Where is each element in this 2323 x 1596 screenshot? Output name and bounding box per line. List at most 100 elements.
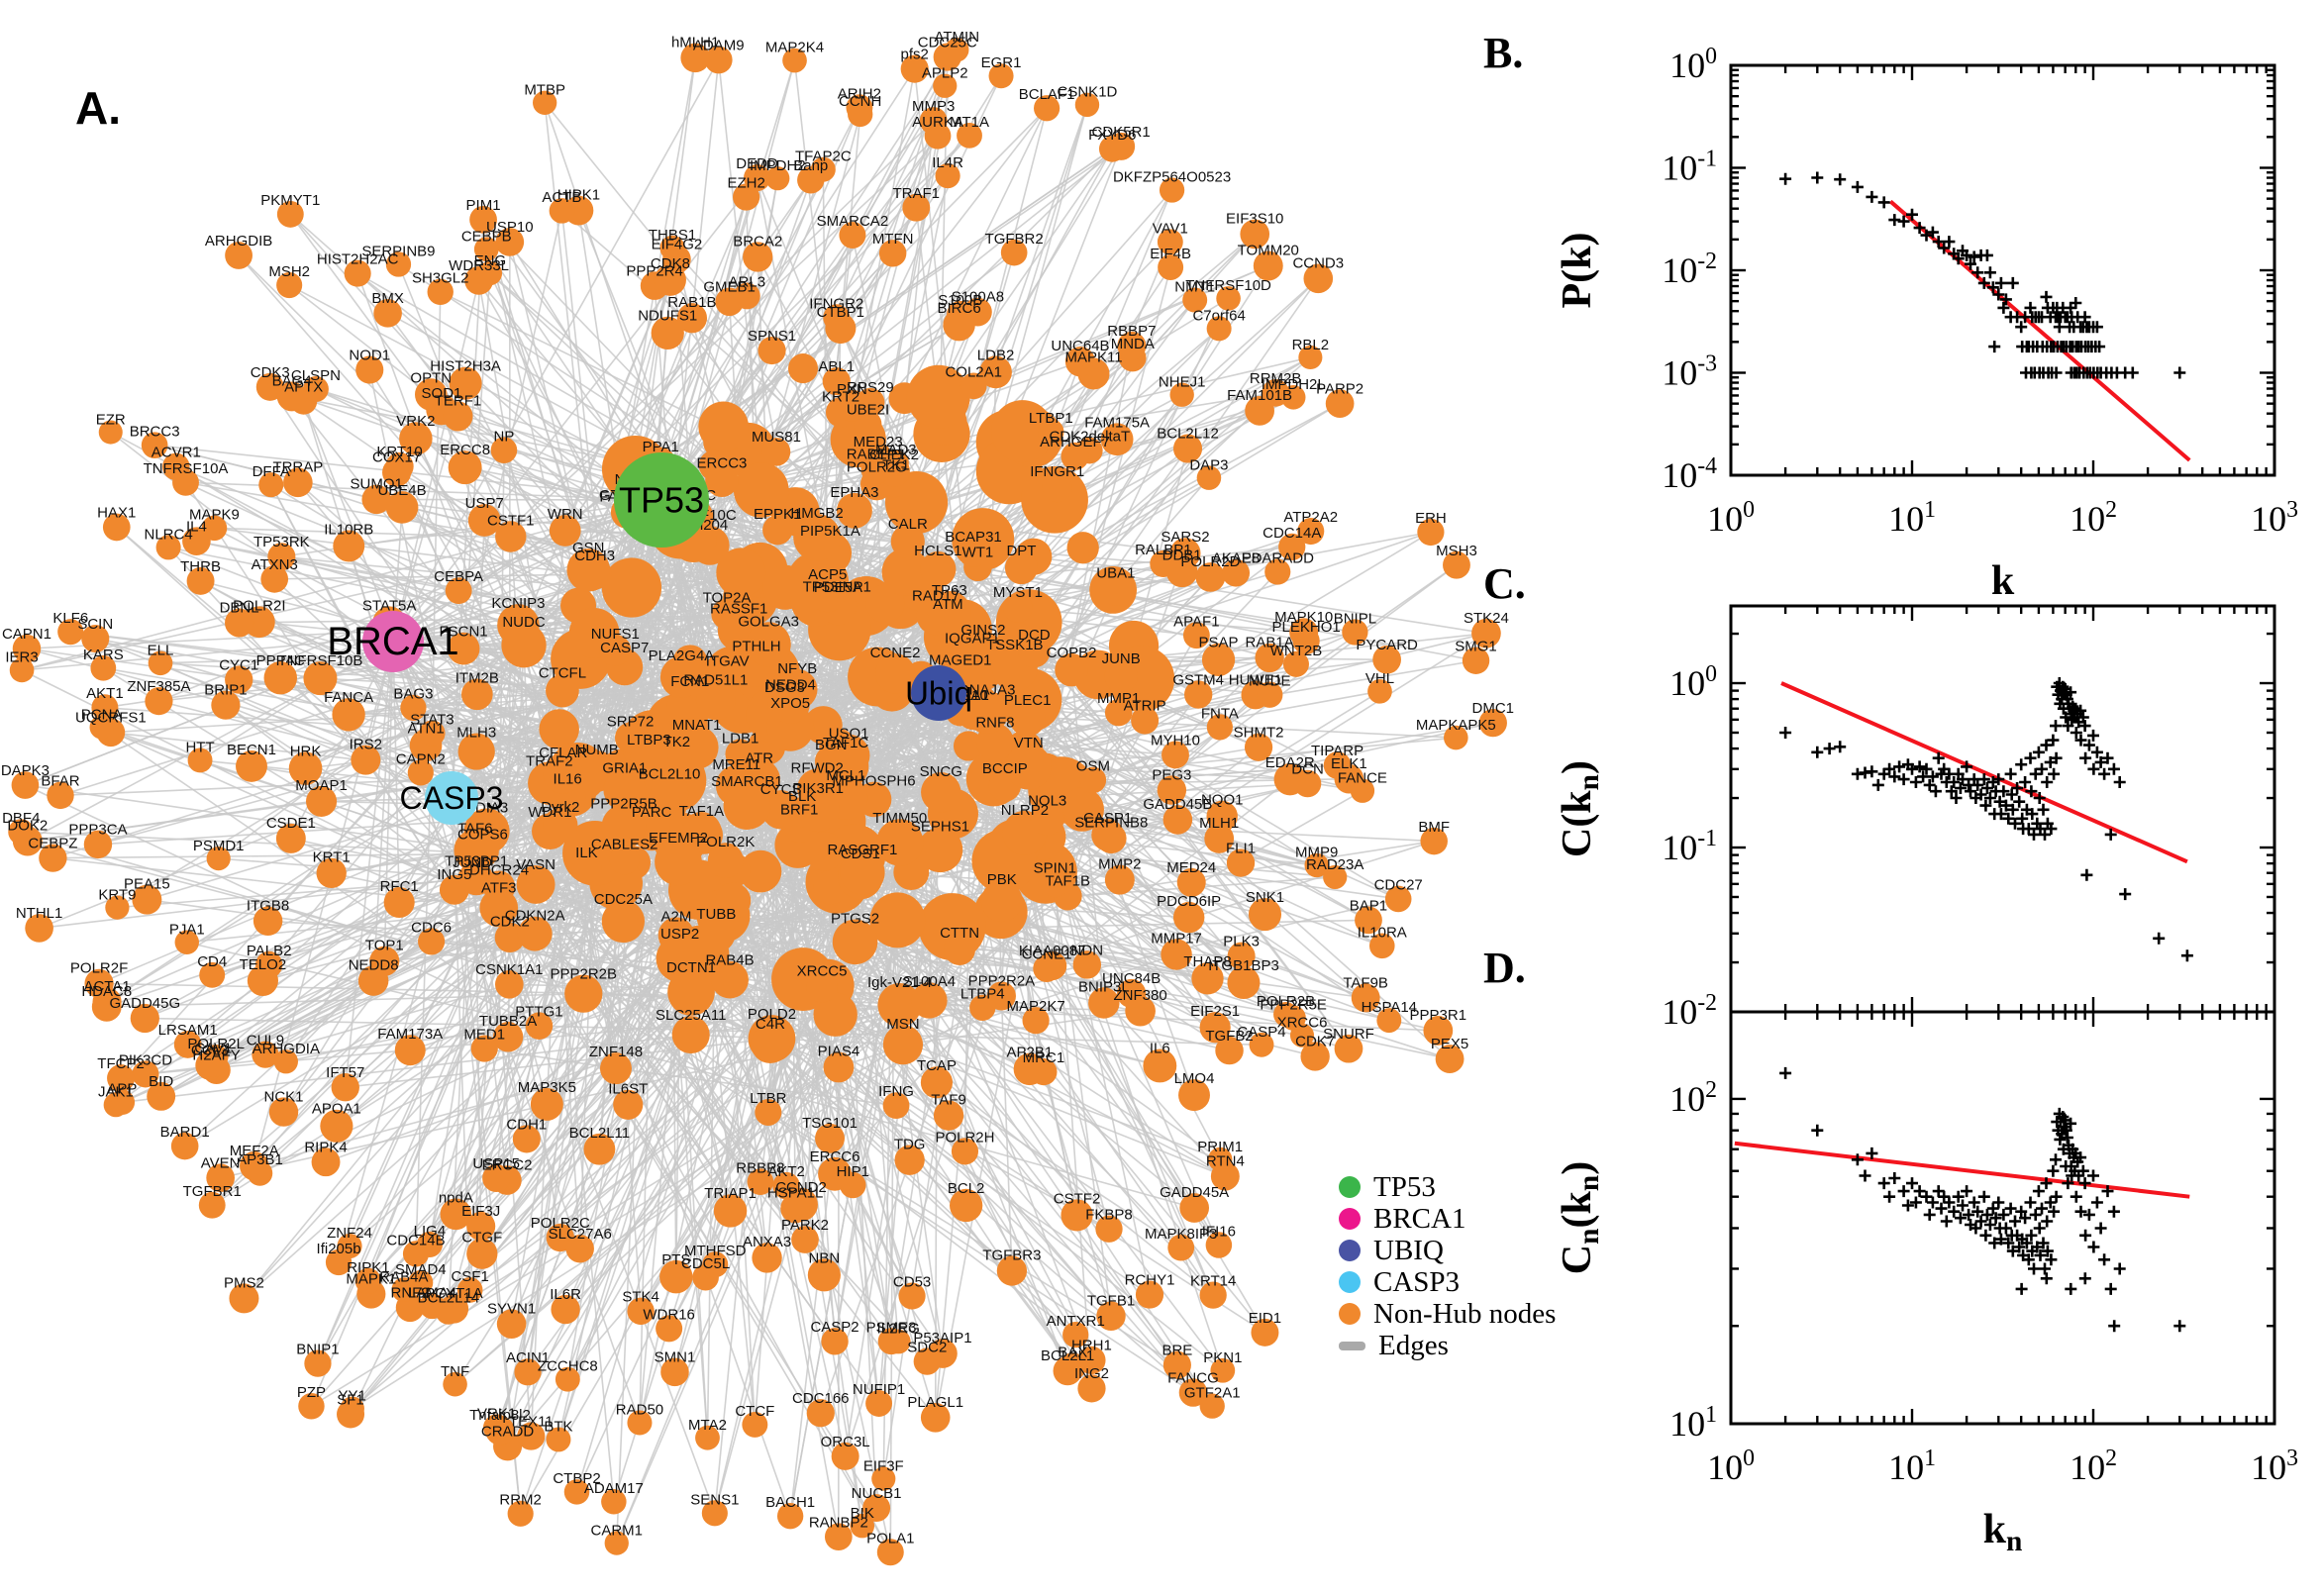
non-hub-node <box>806 971 838 1003</box>
gene-label: WT1 <box>962 544 994 560</box>
gene-label: BLK <box>788 788 816 805</box>
gene-label: ITGB8 <box>247 898 289 915</box>
non-hub-node <box>91 694 119 722</box>
non-hub-node <box>1216 286 1241 311</box>
non-hub-node <box>630 740 668 779</box>
legend-item-ubiq: UBIQ <box>1339 1235 1556 1266</box>
non-hub-node <box>986 981 1016 1011</box>
x-axis-label: k <box>1991 558 2015 604</box>
non-hub-node <box>1033 954 1060 983</box>
non-hub-node <box>469 205 497 234</box>
non-hub-node <box>1004 551 1038 585</box>
hub-node-casp3 <box>425 771 478 825</box>
gene-label: CEBPA <box>434 568 483 585</box>
non-hub-node <box>268 1097 299 1127</box>
non-hub-node <box>824 1523 853 1551</box>
legend-item-tp53: TP53 <box>1339 1171 1556 1203</box>
gene-label: TAF1C <box>823 735 869 751</box>
gene-label: CABLES2 <box>591 836 658 852</box>
gene-label: ERCC6 <box>810 1148 860 1165</box>
gene-label: FANCE <box>1338 769 1387 786</box>
hub-nodes: TP53 BRCA1 Ubiq CASP3 <box>327 452 972 825</box>
non-hub-node <box>449 366 482 400</box>
axis-tick-label: 100 <box>1669 661 1717 703</box>
non-hub-node <box>957 639 988 670</box>
gene-label: ATP2A2 <box>1283 509 1338 526</box>
non-hub-node <box>304 1349 332 1377</box>
gene-label: PIP5K1A <box>800 523 860 540</box>
gene-label: MAPK11 <box>1064 349 1122 366</box>
non-hub-node <box>1042 471 1072 503</box>
non-hub-node <box>809 575 847 613</box>
non-hub-node <box>566 548 611 592</box>
gene-label: TFCP2 <box>97 1055 145 1072</box>
gene-label: TUBB <box>696 906 736 923</box>
non-hub-node <box>419 720 446 747</box>
gene-label: ATM <box>933 596 963 613</box>
non-hub-node <box>943 308 975 342</box>
gene-label: JUND <box>453 854 492 871</box>
gene-label: SNK1 <box>1246 889 1284 906</box>
non-hub-node <box>331 1073 359 1102</box>
gene-label: RASGRF1 <box>828 842 898 858</box>
gene-label: BAG4 <box>272 372 312 389</box>
gene-label: TELO2 <box>240 956 287 973</box>
power-law-fit-line <box>1734 1141 2190 1199</box>
axis-tick-label: 100 <box>1707 1446 1755 1487</box>
gene-label: SMARCA2 <box>817 213 889 230</box>
non-hub-node <box>1215 1036 1244 1065</box>
gene-label: HSPA14 <box>1362 999 1417 1016</box>
gene-label: TP53RK <box>253 534 310 550</box>
gene-label: RAD51L1 <box>683 671 748 688</box>
gene-label: CALR <box>888 516 928 533</box>
non-hub-node <box>1157 229 1183 255</box>
non-hub-node <box>551 1294 580 1325</box>
non-hub-node <box>198 1191 226 1219</box>
hub-label-brca1: BRCA1 <box>327 620 458 663</box>
gene-label: TSSK1B <box>986 637 1044 653</box>
gene-label: RTN4 <box>1206 1153 1245 1170</box>
non-hub-node <box>659 1259 693 1294</box>
gene-label: CASP1 <box>1083 810 1132 827</box>
gene-label: MSN <box>886 1016 919 1033</box>
gene-label: FAM173A <box>377 1026 443 1043</box>
gene-label: MT1A <box>950 114 989 131</box>
gene-label: SLC27A6 <box>549 1226 612 1243</box>
gene-label: KRT9 <box>98 886 136 903</box>
non-hub-node <box>1107 132 1136 160</box>
non-hub-node <box>776 1503 804 1530</box>
gene-label: IL4 <box>186 518 207 535</box>
non-hub-node <box>385 491 419 524</box>
non-hub-node <box>1182 622 1210 649</box>
gene-label: TGFBR1 <box>183 1183 242 1200</box>
gene-label: TSG101 <box>802 1115 858 1132</box>
non-hub-node <box>713 1194 748 1228</box>
non-hub-node <box>1334 1034 1364 1063</box>
gene-label: MYH10 <box>1151 732 1200 748</box>
non-hub-node <box>482 1163 511 1193</box>
non-hub-node <box>12 826 43 856</box>
gene-label: TP53INP1 <box>803 579 871 596</box>
axis-ticks <box>1731 606 2274 1012</box>
non-hub-node <box>882 1025 924 1065</box>
gene-label: RAB4A <box>379 1268 428 1285</box>
non-hub-node <box>1104 698 1133 727</box>
gene-label: ATR <box>745 749 773 766</box>
non-hub-node <box>1000 239 1028 266</box>
gene-label: PPP2R5B <box>590 795 657 812</box>
non-hub-node <box>276 381 307 412</box>
non-hub-node <box>1251 1318 1279 1347</box>
gene-label: NFYB <box>777 660 817 677</box>
gene-label: PTS <box>661 1251 690 1268</box>
non-hub-node <box>81 624 110 653</box>
gene-label: COL2A1 <box>945 363 1002 380</box>
gene-label: RIPK4 <box>304 1139 347 1155</box>
gene-label: EFEMP2 <box>649 830 708 847</box>
gene-label: FANCG <box>1167 1369 1219 1386</box>
x-axis-label: kn <box>1983 1507 2023 1557</box>
non-hub-node <box>960 372 987 400</box>
gene-label: MSH3 <box>1436 543 1477 559</box>
non-hub-node <box>1227 966 1261 1000</box>
non-hub-node <box>944 934 976 965</box>
